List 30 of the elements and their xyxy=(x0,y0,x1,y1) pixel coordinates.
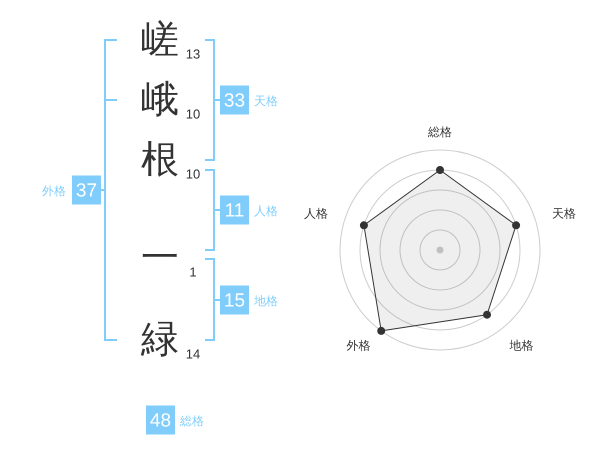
stroke-count: 14 xyxy=(186,346,200,362)
stroke-count: 1 xyxy=(189,264,197,280)
value: 48 xyxy=(146,406,175,434)
stroke-count: 10 xyxy=(186,106,200,122)
character: 根 xyxy=(141,139,179,181)
character: 一 xyxy=(141,237,179,279)
data-label: 37 xyxy=(76,180,98,202)
value: 37 xyxy=(72,176,101,204)
stroke-count: 13 xyxy=(186,46,200,62)
axis-label: 人格 xyxy=(304,206,328,221)
data-label: 11 xyxy=(224,200,244,222)
label: 人格 xyxy=(254,204,278,218)
value: 33 xyxy=(220,86,249,114)
axis-label: 外格 xyxy=(346,338,371,352)
character: 峨 xyxy=(141,79,179,121)
stroke-count: 10 xyxy=(186,166,200,182)
axis-label: 総格 xyxy=(428,125,452,139)
label: 総格 xyxy=(180,414,204,428)
character: 嵯 xyxy=(141,19,179,61)
axis-label: 地格 xyxy=(509,338,534,352)
data-label: 48 xyxy=(150,410,172,432)
label: 外格 xyxy=(42,184,66,198)
value: 11 xyxy=(220,196,249,224)
label: 天格 xyxy=(254,94,278,108)
axis-label: 天格 xyxy=(552,206,576,221)
label: 地格 xyxy=(254,294,278,308)
value: 15 xyxy=(220,286,249,314)
character: 緑 xyxy=(141,319,179,361)
data-label: 15 xyxy=(224,290,246,312)
data-label: 33 xyxy=(224,90,246,112)
